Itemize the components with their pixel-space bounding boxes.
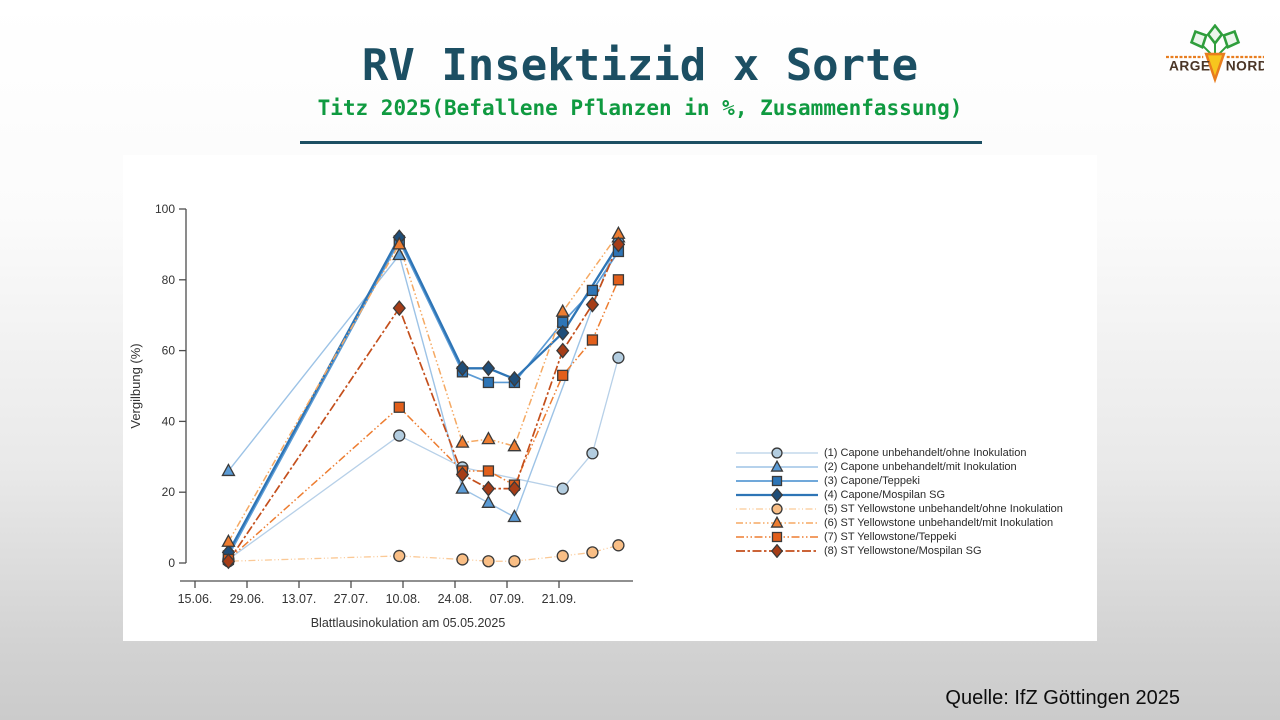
beet-leaves-icon — [1189, 24, 1241, 55]
svg-text:60: 60 — [162, 344, 176, 358]
legend-label: (6) ST Yellowstone unbehandelt/mit Inoku… — [824, 517, 1054, 529]
chart-svg: 0 20 40 60 80 100 Vergilbung (%) 15.06. 29.06. 13… — [128, 202, 633, 630]
svg-text:10.08.: 10.08. — [386, 592, 421, 606]
svg-text:100: 100 — [155, 202, 175, 216]
logo-text-arge: ARGE — [1169, 59, 1211, 74]
circle-marker-swatch — [736, 447, 818, 459]
legend-label: (8) ST Yellowstone/Mospilan SG — [824, 545, 982, 557]
legend-label: (7) ST Yellowstone/Teppeki — [824, 531, 957, 543]
svg-text:13.07.: 13.07. — [282, 592, 317, 606]
beet-root-icon — [1204, 52, 1226, 84]
legend-label: (3) Capone/Teppeki — [824, 475, 921, 487]
diamond-marker-swatch — [736, 544, 818, 558]
svg-text:0: 0 — [168, 556, 175, 570]
legend-item: (6) ST Yellowstone unbehandelt/mit Inoku… — [735, 516, 1063, 530]
legend-label: (2) Capone unbehandelt/mit Inokulation — [824, 461, 1017, 473]
square-marker-swatch — [736, 475, 818, 487]
page-subtitle: Titz 2025(Befallene Pflanzen in %, Zusam… — [317, 96, 963, 120]
svg-text:Vergilbung (%): Vergilbung (%) — [128, 343, 143, 428]
legend-item: (4) Capone/Mospilan SG — [735, 488, 1063, 502]
legend-item: (2) Capone unbehandelt/mit Inokulation — [735, 460, 1063, 474]
svg-text:15.06.: 15.06. — [178, 592, 213, 606]
legend-label: (1) Capone unbehandelt/ohne Inokulation — [824, 447, 1027, 459]
arge-nord-logo: ARGE NORD — [1166, 24, 1264, 84]
logo-text-nord: NORD — [1226, 59, 1264, 74]
svg-text:Blattlausinokulation am 05.05.: Blattlausinokulation am 05.05.2025 — [311, 616, 506, 630]
chart-panel: 0 20 40 60 80 100 Vergilbung (%) 15.06. 29.06. 13… — [123, 155, 1097, 641]
circle-marker-swatch — [736, 503, 818, 515]
title-divider — [300, 141, 982, 144]
diamond-marker-swatch — [736, 488, 818, 502]
svg-text:27.07.: 27.07. — [334, 592, 369, 606]
legend-item: (8) ST Yellowstone/Mospilan SG — [735, 544, 1063, 558]
page-title: RV Insektizid x Sorte — [361, 40, 919, 91]
legend-item: (7) ST Yellowstone/Teppeki — [735, 530, 1063, 544]
svg-text:29.06.: 29.06. — [230, 592, 265, 606]
chart-legend: (1) Capone unbehandelt/ohne Inokulation (… — [735, 446, 1063, 558]
legend-label: (4) Capone/Mospilan SG — [824, 489, 946, 501]
source-caption: Quelle: IfZ Göttingen 2025 — [945, 687, 1180, 709]
legend-item: (1) Capone unbehandelt/ohne Inokulation — [735, 446, 1063, 460]
svg-text:40: 40 — [162, 414, 176, 428]
legend-item: (5) ST Yellowstone unbehandelt/ohne Inok… — [735, 502, 1063, 516]
svg-text:24.08.: 24.08. — [438, 592, 473, 606]
triangle-marker-swatch — [736, 460, 818, 472]
svg-text:21.09.: 21.09. — [542, 592, 577, 606]
svg-text:80: 80 — [162, 273, 176, 287]
legend-label: (5) ST Yellowstone unbehandelt/ohne Inok… — [824, 503, 1063, 515]
square-marker-swatch — [736, 531, 818, 543]
legend-item: (3) Capone/Teppeki — [735, 474, 1063, 488]
svg-text:07.09.: 07.09. — [490, 592, 525, 606]
svg-text:20: 20 — [162, 485, 176, 499]
triangle-marker-swatch — [736, 516, 818, 528]
